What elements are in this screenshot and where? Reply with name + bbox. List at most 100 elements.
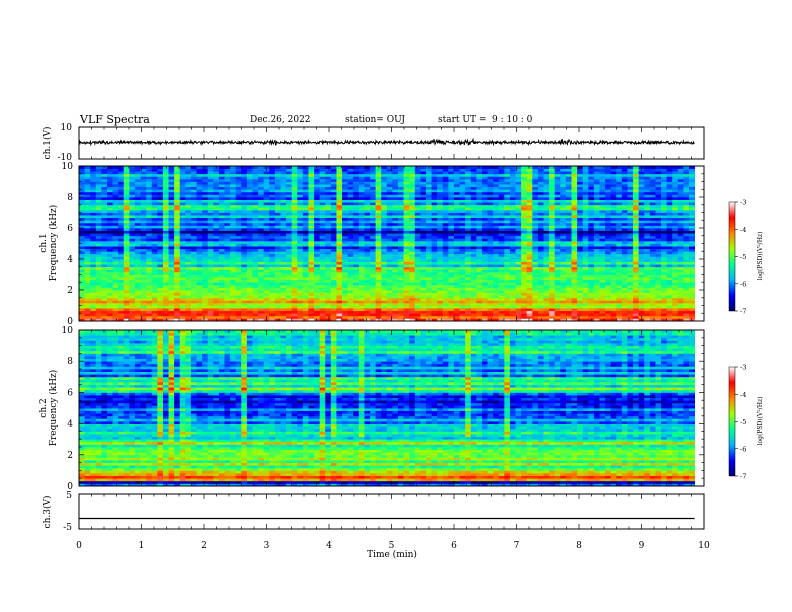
spectrogram-cell (442, 271, 449, 275)
spectrogram-cell (330, 300, 337, 304)
spectrogram-cell (420, 302, 427, 306)
spectrogram-cell (101, 171, 108, 175)
spectrogram-cell (224, 240, 231, 244)
spectrogram-cell (448, 209, 455, 213)
spectrogram-cell (403, 238, 410, 242)
spectrogram-cell (487, 279, 494, 283)
spectrogram-cell (274, 178, 281, 182)
spectrogram-cell (230, 222, 237, 226)
spectrogram-cell (319, 194, 326, 198)
spectrogram-cell (146, 277, 153, 281)
spectrogram-cell (403, 202, 410, 206)
spectrogram-cell (504, 318, 511, 322)
spectrogram-cell (487, 318, 494, 322)
spectrogram-cell (269, 228, 276, 231)
spectrogram-cell (101, 166, 108, 169)
spectrogram-cell (375, 271, 382, 275)
spectrogram-cell (112, 166, 119, 169)
spectrogram-cell (342, 189, 349, 193)
spectrogram-cell (487, 295, 494, 299)
spectrogram-cell (235, 207, 242, 211)
spectrogram-cell (509, 302, 516, 306)
spectrogram-cell (314, 202, 321, 206)
spectrogram-cell (437, 184, 444, 188)
spectrogram-cell (90, 310, 97, 314)
spectrogram-cell (509, 248, 516, 252)
spectrogram-cell (409, 295, 416, 299)
spectrogram-cell (174, 168, 181, 172)
spectrogram-cell (420, 222, 427, 226)
spectrogram-cell (398, 217, 405, 221)
spectrogram-cell (274, 243, 281, 247)
spectrogram-cell (347, 181, 354, 185)
spectrogram-cell (129, 184, 136, 188)
spectrogram-cell (526, 166, 533, 169)
spectrogram-cell (174, 220, 181, 224)
spectrogram-cell (134, 209, 141, 213)
spectrogram-cell (465, 233, 472, 237)
spectrogram-cell (202, 199, 209, 203)
spectrogram-cell (319, 181, 326, 185)
spectrogram-cell (162, 248, 169, 252)
spectrogram-cell (515, 176, 522, 180)
spectrogram-cell (84, 230, 91, 234)
spectrogram-cell (196, 209, 203, 213)
spectrogram-cell (319, 235, 326, 239)
spectrogram-cell (118, 204, 125, 208)
spectrogram-cell (420, 264, 427, 268)
spectrogram-cell (420, 199, 427, 203)
spectrogram-cell (230, 225, 237, 229)
spectrogram-cell (498, 204, 505, 208)
spectrogram-cell (431, 266, 438, 270)
spectrogram-cell (442, 176, 449, 180)
spectrogram-cell (353, 204, 360, 208)
spectrogram-cell (504, 173, 511, 177)
spectrogram-cell (403, 225, 410, 229)
spectrogram-cell (509, 178, 516, 182)
spectrogram-cell (101, 240, 108, 244)
spectrogram-cell (185, 261, 192, 265)
spectrogram-cell (190, 308, 197, 312)
spectrogram-cell (258, 246, 265, 250)
spectrogram-cell (274, 318, 281, 322)
spectrogram-cell (342, 290, 349, 293)
spectrogram-cell (123, 189, 130, 193)
spectrogram-cell (202, 194, 209, 198)
spectrogram-cell (330, 251, 337, 255)
spectrogram-cell (302, 225, 309, 229)
spectrogram-cell (487, 207, 494, 211)
spectrogram-cell (515, 220, 522, 224)
spectrogram-cell (465, 282, 472, 286)
spectrogram-cell (437, 191, 444, 195)
spectrogram-cell (118, 310, 125, 314)
spectrogram-cell (398, 318, 405, 322)
spectrogram-cell (134, 308, 141, 312)
spectrogram-cell (521, 202, 528, 206)
spectrogram-cell (498, 186, 505, 190)
spectrogram-cell (509, 202, 516, 206)
spectrogram-cell (112, 246, 119, 250)
spectrogram-cell (409, 310, 416, 314)
spectrogram-cell (168, 292, 175, 296)
spectrogram-cell (347, 228, 354, 231)
spectrogram-cell (521, 168, 528, 172)
spectrogram-cell (330, 235, 337, 239)
spectrogram-cell (235, 235, 242, 239)
spectrogram-cell (498, 202, 505, 206)
spectrogram-cell (286, 305, 293, 309)
spectrogram-cell (425, 266, 432, 270)
spectrogram-cell (224, 318, 231, 322)
spectrogram-cell (375, 300, 382, 304)
spectrogram-cell (319, 230, 326, 234)
spectrogram-cell (314, 246, 321, 250)
spectrogram-cell (146, 246, 153, 250)
spectrogram-cell (431, 215, 438, 219)
spectrogram-cell (420, 166, 427, 169)
spectrogram-cell (224, 292, 231, 296)
spectrogram-cell (246, 225, 253, 229)
spectrogram-cell (207, 277, 214, 281)
spectrogram-cell (174, 230, 181, 234)
spectrogram-cell (174, 186, 181, 190)
spectrogram-cell (129, 181, 136, 185)
spectrogram-cell (409, 315, 416, 319)
